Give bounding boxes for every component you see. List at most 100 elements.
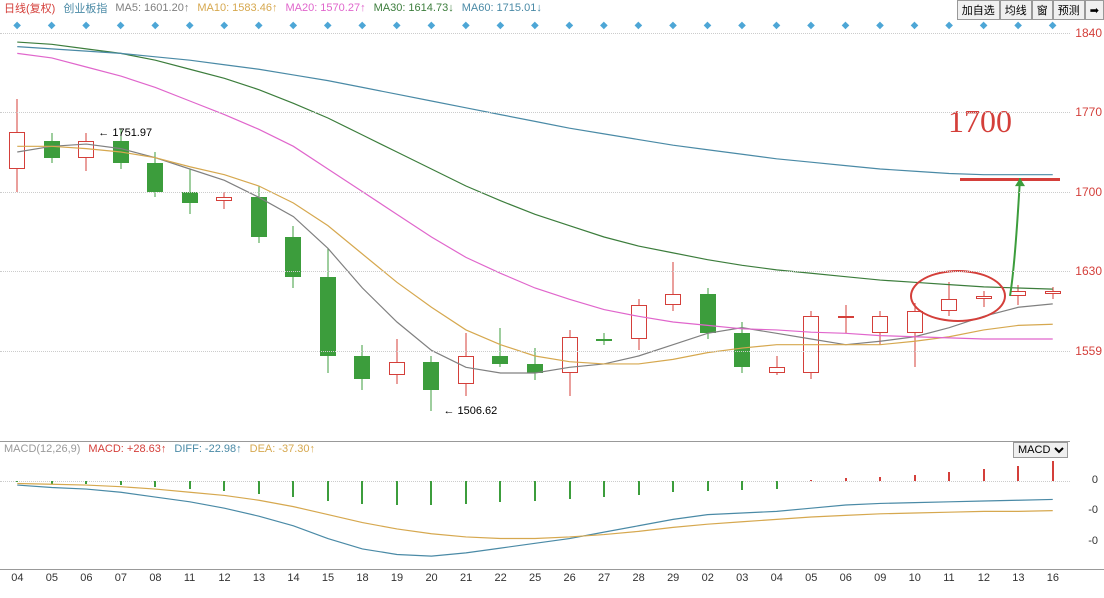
macd-label: DEA: -37.30↑ (250, 443, 315, 455)
ma-label: MA60: 1715.01↓ (462, 2, 542, 14)
diamond-marker: ◆ (773, 20, 781, 31)
x-tick: 14 (287, 572, 299, 584)
x-tick: 05 (805, 572, 817, 584)
diamond-marker: ◆ (462, 20, 470, 31)
diamond-marker: ◆ (13, 20, 21, 31)
chart-type: 日线(复权) (4, 0, 55, 16)
macd-panel[interactable]: MACD(12,26,9)MACD: +28.63↑DIFF: -22.98↑D… (0, 441, 1070, 569)
x-tick: 12 (218, 572, 230, 584)
ma-label: MA30: 1614.73↓ (374, 2, 454, 14)
target-line (960, 178, 1060, 181)
diamond-marker: ◆ (324, 20, 332, 31)
macd-bar (499, 481, 501, 502)
y-axis-macd: 0-0-0 (1070, 441, 1104, 569)
x-tick: 13 (253, 572, 265, 584)
diamond-marker: ◆ (704, 20, 712, 31)
macd-label: MACD: +28.63↑ (88, 443, 166, 455)
macd-bar (258, 481, 260, 494)
macd-bar (638, 481, 640, 495)
price-annotation: ← 1506.62 (443, 405, 497, 417)
grid-line (0, 271, 1070, 272)
macd-bar (603, 481, 605, 497)
macd-bar (16, 481, 18, 482)
diamond-marker: ◆ (980, 20, 988, 31)
x-tick: 28 (633, 572, 645, 584)
header-bar: 日线(复权) 创业板指 MA5: 1601.20↑ MA10: 1583.46↑ M… (0, 0, 1104, 16)
x-tick: 19 (391, 572, 403, 584)
x-tick: 11 (184, 572, 195, 584)
diamond-marker: ◆ (358, 20, 366, 31)
y-tick: 1770 (1075, 105, 1102, 119)
macd-y-tick: -0 (1088, 504, 1098, 516)
macd-bar (292, 481, 294, 497)
x-tick: 20 (425, 572, 437, 584)
diamond-marker: ◆ (945, 20, 953, 31)
diamond-marker: ◆ (1049, 20, 1057, 31)
diamond-marker: ◆ (220, 20, 228, 31)
macd-bar (672, 481, 674, 492)
x-tick: 02 (702, 572, 714, 584)
ma-label: MA5: 1601.20↑ (115, 2, 189, 14)
macd-bar (1052, 461, 1054, 481)
y-tick: 1630 (1075, 264, 1102, 278)
diamond-marker: ◆ (186, 20, 194, 31)
ma-label: MA20: 1570.27↑ (285, 2, 365, 14)
x-tick: 16 (1047, 572, 1059, 584)
macd-bar (948, 472, 950, 481)
macd-bar (983, 469, 985, 481)
y-tick: 1840 (1075, 26, 1102, 40)
diamond-marker: ◆ (842, 20, 850, 31)
x-tick: 06 (80, 572, 92, 584)
target-label: 1700 (948, 103, 1012, 140)
price-annotation: ← 1751.97 (98, 127, 152, 139)
macd-bar (189, 481, 191, 489)
macd-bar (534, 481, 536, 501)
x-tick: 07 (115, 572, 127, 584)
diamond-marker: ◆ (289, 20, 297, 31)
macd-bar (120, 481, 122, 485)
x-tick: 15 (322, 572, 334, 584)
macd-bar (361, 481, 363, 504)
x-tick: 13 (1012, 572, 1024, 584)
macd-bar (327, 481, 329, 501)
grid-line (0, 192, 1070, 193)
macd-bar (1017, 466, 1019, 481)
price-chart[interactable]: ◆◆◆◆◆◆◆◆◆◆◆◆◆◆◆◆◆◆◆◆◆◆◆◆◆◆◆◆◆◆◆ ← 1751.9… (0, 16, 1070, 441)
diamond-marker: ◆ (807, 20, 815, 31)
x-tick: 27 (598, 572, 610, 584)
macd-bar (430, 481, 432, 505)
diamond-marker: ◆ (531, 20, 539, 31)
macd-bar (396, 481, 398, 505)
macd-bar (914, 475, 916, 481)
diamond-marker: ◆ (496, 20, 504, 31)
ma-label: MA10: 1583.46↑ (197, 2, 277, 14)
macd-bar (465, 481, 467, 504)
diamond-marker: ◆ (669, 20, 677, 31)
y-axis-price: 1840 1770 1700 1630 1559 (1070, 16, 1104, 441)
macd-bar (85, 481, 87, 484)
macd-bar (707, 481, 709, 491)
x-tick: 08 (149, 572, 161, 584)
macd-bar (810, 480, 812, 481)
diamond-marker: ◆ (876, 20, 884, 31)
macd-bar (776, 481, 778, 489)
macd-bar (154, 481, 156, 487)
macd-bar (741, 481, 743, 490)
y-tick: 1559 (1075, 344, 1102, 358)
index-name: 创业板指 (63, 0, 107, 16)
diamond-marker: ◆ (255, 20, 263, 31)
diamond-marker: ◆ (635, 20, 643, 31)
y-tick: 1700 (1075, 185, 1102, 199)
diamond-marker: ◆ (1014, 20, 1022, 31)
grid-line (0, 33, 1070, 34)
x-tick: 18 (356, 572, 368, 584)
diamond-marker: ◆ (48, 20, 56, 31)
x-tick: 05 (46, 572, 58, 584)
diamond-marker: ◆ (82, 20, 90, 31)
macd-y-tick: 0 (1092, 474, 1098, 486)
diamond-marker: ◆ (151, 20, 159, 31)
diamond-marker: ◆ (738, 20, 746, 31)
x-tick: 03 (736, 572, 748, 584)
x-tick: 26 (564, 572, 576, 584)
x-tick: 12 (978, 572, 990, 584)
